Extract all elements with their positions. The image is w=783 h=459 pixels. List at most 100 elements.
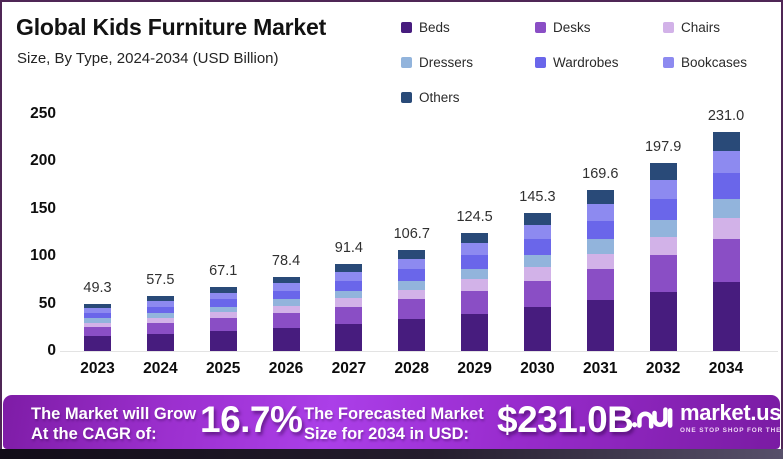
x-tick-2025: 2025 [205,360,241,377]
bar-2023-segment-wardrobes [84,313,111,319]
bar-2030-segment-wardrobes [523,239,551,256]
bar-2031-segment-chairs [586,253,614,269]
bar-2032-segment-desks [649,255,677,292]
legend-swatch-beds [401,22,412,33]
bar-2031-segment-desks [586,268,614,301]
bar-2031-segment-dressers [586,239,614,254]
bar-total-label-2025: 67.1 [209,263,238,280]
y-tick-100: 100 [30,247,56,264]
legend-label: Beds [419,20,450,35]
legend-item-bookcases: Bookcases [663,55,747,70]
legend-swatch-desks [535,22,546,33]
bar-2032-segment-bookcases [649,179,677,199]
bar-2031-segment-others [586,189,614,205]
bar-2027-segment-desks [335,306,363,324]
bar-2029-segment-wardrobes [461,255,489,269]
bar-total-label-2028: 106.7 [393,225,430,242]
bar-2030-segment-bookcases [523,225,551,240]
bar-2027-segment-beds [335,323,363,351]
bar-2028-segment-wardrobes [398,268,426,281]
bar-total-label-2024: 57.5 [146,272,175,289]
y-tick-50: 50 [38,294,56,312]
bar-2025-segment-chairs [209,312,237,319]
cagr-label-line1: The Market will Grow [31,405,197,423]
bar-2026-segment-beds [272,327,300,351]
bar-2027-segment-dressers [335,290,363,299]
bar-2028-segment-others [398,249,426,259]
bar-total-label-2032: 197.9 [644,138,682,155]
legend-item-wardrobes: Wardrobes [535,55,619,70]
bar-2034-segment-chairs [712,218,740,240]
legend-item-others: Others [401,90,460,105]
bar-2029-segment-others [461,232,489,244]
bar-2025-segment-wardrobes [209,299,237,307]
bar-total-label-2026: 78.4 [271,252,301,269]
bar-total-label-2034: 231.0 [707,107,745,124]
cagr-value: 16.7% [200,399,303,440]
marketus-logo-icon [631,407,673,429]
x-tick-2032: 2032 [645,360,681,377]
cagr-label-line2: At the CAGR of: [31,425,157,444]
legend-label: Others [419,90,460,105]
bar-2024-segment-dressers [146,313,174,318]
bar-2025-segment-desks [209,318,237,331]
bar-total-label-2023: 49.3 [83,280,112,297]
bar-2032-segment-chairs [649,237,677,256]
bar-2024-segment-desks [146,323,174,334]
legend-swatch-chairs [663,22,674,33]
bar-2032-segment-wardrobes [649,198,677,221]
legend-label: Desks [553,20,591,35]
forecast-label-line2: Size for 2034 in USD: [304,425,470,444]
legend-swatch-bookcases [663,57,674,68]
bar-total-label-2031: 169.6 [582,165,619,182]
x-tick-2031: 2031 [583,360,618,377]
bar-2028-segment-beds [398,319,426,351]
bar-2025-segment-beds [209,330,237,351]
legend-label: Dressers [419,55,474,70]
page-subtitle: Size, By Type, 2024-2034 (USD Billion) [17,50,279,67]
bar-2026-segment-wardrobes [272,290,300,300]
bar-2032-segment-others [649,162,677,180]
bar-2032-segment-beds [649,291,677,351]
bar-total-label-2027: 91.4 [334,240,363,257]
bar-2025-segment-bookcases [209,292,237,300]
legend-item-desks: Desks [535,20,591,35]
bar-2034-segment-beds [712,281,740,351]
bar-2034-segment-desks [712,239,740,282]
bar-2026-segment-chairs [272,305,300,313]
bar-2034-segment-dressers [712,198,740,219]
bar-2023-segment-dressers [84,318,111,323]
bar-2024-segment-wardrobes [146,306,174,314]
bar-2028-segment-desks [398,299,426,320]
bar-2030-segment-chairs [523,267,551,281]
bar-2027-segment-chairs [335,298,363,307]
y-tick-200: 200 [30,152,56,169]
bar-2029-segment-chairs [461,279,489,291]
bar-2026-segment-dressers [272,299,300,306]
x-tick-2029: 2029 [457,360,492,377]
bar-2030-segment-dressers [523,255,551,268]
bar-2031-segment-bookcases [586,204,614,221]
forecast-label: The Forecasted Market Size for 2034 in U… [304,404,484,444]
bar-2026-segment-desks [272,313,300,328]
y-tick-0: 0 [47,342,56,359]
bar-2023-segment-desks [84,327,111,337]
bottom-strip [0,449,783,459]
bar-2034-segment-wardrobes [712,173,740,199]
bar-2023-segment-others [84,304,111,309]
legend-item-chairs: Chairs [663,20,720,35]
forecast-value: $231.0B [497,399,634,440]
x-tick-2026: 2026 [268,360,304,377]
bar-2025-segment-others [209,287,237,293]
brand-name: market.us [680,400,782,425]
legend-swatch-wardrobes [535,57,546,68]
y-tick-250: 250 [30,104,56,122]
legend-item-beds: Beds [401,20,450,35]
bar-2034-segment-bookcases [712,151,740,174]
legend-item-dressers: Dressers [401,55,473,70]
bar-2024-segment-chairs [146,317,174,324]
bar-2027-segment-bookcases [335,271,363,281]
bar-2029-segment-bookcases [461,243,489,256]
bar-2027-segment-others [335,264,363,272]
